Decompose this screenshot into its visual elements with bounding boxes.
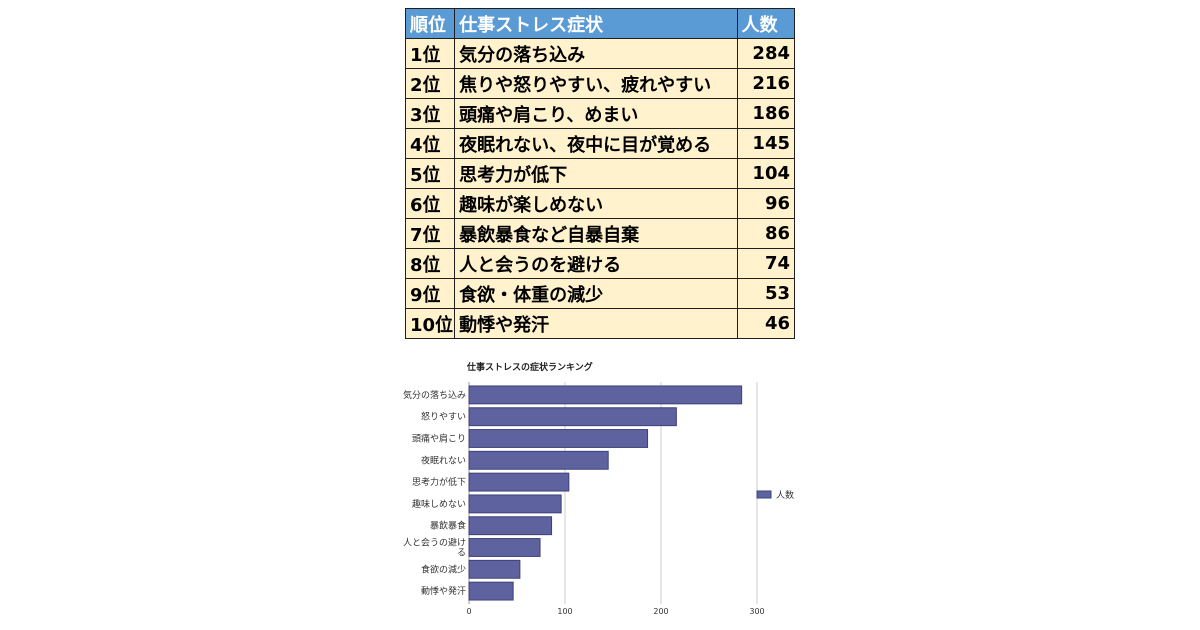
bar [468,407,677,427]
category-label: 人と会うの避ける [403,537,466,559]
bar [468,494,562,514]
bar [468,516,553,536]
symptom-cell: 夜眠れない、夜中に目が覚める [454,128,738,159]
rank-cell: 1位 [404,38,456,69]
count-cell: 46 [736,308,796,339]
symptom-cell: 暴飲暴食など自暴自棄 [454,218,738,249]
category-label: 怒りやすい [421,411,466,423]
count-cell: 216 [736,68,796,99]
category-label: 動悸や発汗 [421,585,466,597]
rank-cell: 10位 [404,308,456,339]
table-row: 6位 趣味が楽しめない 96 [404,188,796,219]
table-row: 5位 思考力が低下 104 [404,158,796,189]
rank-cell: 6位 [404,188,456,219]
category-label: 食欲の減少 [421,563,466,575]
bar [468,472,570,492]
table-row: 8位 人と会うのを避ける 74 [404,248,796,279]
table-row: 9位 食欲・体重の減少 53 [404,278,796,309]
x-tick-label: 200 [653,607,668,616]
header-count: 人数 [736,8,796,39]
symptom-cell: 気分の落ち込み [454,38,738,69]
table-row: 10位 動悸や発汗 46 [404,308,796,339]
category-label: 気分の落ち込み [403,389,466,401]
symptom-cell: 思考力が低下 [454,158,738,189]
chart-canvas: 仕事ストレスの症状ランキング 0 100 200 300 気分の落ち込み怒りやすい頭痛や肩… [403,361,794,616]
count-cell: 53 [736,278,796,309]
symptom-cell: 動悸や発汗 [454,308,738,339]
rank-cell: 4位 [404,128,456,159]
category-label: 思考力が低下 [412,476,466,488]
count-cell: 74 [736,248,796,279]
bar [468,559,521,579]
legend-swatch [756,490,772,499]
ranking-table: 順位 仕事ストレス症状 人数 1位 気分の落ち込み 284 2位 焦りや怒りやす… [404,8,796,339]
symptom-cell: 人と会うのを避ける [454,248,738,279]
rank-cell: 3位 [404,98,456,129]
category-label: 趣味しめない [412,498,466,510]
count-cell: 96 [736,188,796,219]
bar [468,581,514,601]
table-row: 2位 焦りや怒りやすい、疲れやすい 216 [404,68,796,99]
rank-cell: 9位 [404,278,456,309]
symptom-bar-chart: 仕事ストレスの症状ランキング 0 100 200 300 気分の落ち込み怒りやすい頭痛や肩… [395,352,815,627]
symptom-cell: 焦りや怒りやすい、疲れやすい [454,68,738,99]
count-cell: 145 [736,128,796,159]
symptom-cell: 趣味が楽しめない [454,188,738,219]
symptom-cell: 食欲・体重の減少 [454,278,738,309]
table-row: 7位 暴飲暴食など自暴自棄 86 [404,218,796,249]
rank-cell: 2位 [404,68,456,99]
count-cell: 86 [736,218,796,249]
bar [468,538,541,557]
symptom-cell: 頭痛や肩こり、めまい [454,98,738,129]
header-symptom: 仕事ストレス症状 [454,8,738,39]
count-cell: 104 [736,158,796,189]
bar [468,385,743,405]
rank-cell: 5位 [404,158,456,189]
bar [468,429,649,448]
count-cell: 186 [736,98,796,129]
legend-label: 人数 [776,489,794,501]
category-label: 暴飲暴食 [430,520,466,532]
count-cell: 284 [736,38,796,69]
table-row: 1位 気分の落ち込み 284 [404,38,796,69]
rank-cell: 7位 [404,218,456,249]
x-tick-label: 100 [557,607,572,616]
category-label: 夜眠れない [421,454,466,466]
rank-cell: 8位 [404,248,456,279]
table-row: 4位 夜眠れない、夜中に目が覚める 145 [404,128,796,159]
category-label: 頭痛や肩こり [412,433,466,445]
x-tick-label: 300 [749,607,764,616]
header-rank: 順位 [404,8,456,39]
table-row: 3位 頭痛や肩こり、めまい 186 [404,98,796,129]
chart-title: 仕事ストレスの症状ランキング [466,361,593,373]
x-tick-label: 0 [466,607,471,616]
bar [468,450,609,470]
table-header-row: 順位 仕事ストレス症状 人数 [404,8,796,39]
